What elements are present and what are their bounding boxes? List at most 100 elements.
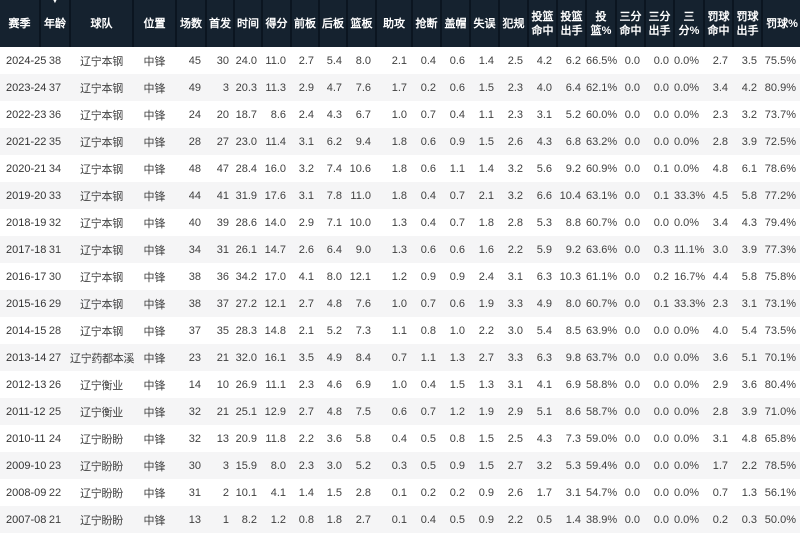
column-header-def-rebounds[interactable]: 后板 — [318, 0, 348, 47]
cell-steals: 0.4 — [420, 513, 436, 526]
cell-age: 24 — [48, 432, 62, 445]
cell-def-rebounds: 6.4 — [326, 243, 342, 256]
cell-rebounds: 9.0 — [355, 243, 371, 256]
cell-fg-made: 3.1 — [536, 108, 552, 121]
cell-points: 14.0 — [264, 216, 286, 229]
cell-rebounds: 2.8 — [355, 486, 371, 499]
cell-season: 2011-12 — [6, 405, 46, 418]
cell-three-pct: 0.0% — [674, 324, 700, 337]
cell-off-rebounds: 2.4 — [298, 108, 314, 121]
cell-games: 30 — [188, 459, 201, 472]
column-header-steals[interactable]: 抢断 — [411, 0, 442, 47]
column-header-team[interactable]: 球队 — [69, 0, 134, 47]
cell-minutes: 10.1 — [235, 486, 257, 499]
cell-fg-made: 5.3 — [536, 216, 552, 229]
cell-assists: 0.3 — [391, 459, 407, 472]
cell-games: 48 — [188, 162, 201, 175]
column-header-age[interactable]: 年龄 — [39, 0, 71, 47]
cell-blocks: 1.3 — [449, 351, 465, 364]
cell-three-made: 0.0 — [624, 189, 640, 202]
column-header-three-attempts[interactable]: 三分出手 — [644, 0, 675, 47]
column-header-fg-attempts[interactable]: 投篮出手 — [556, 0, 587, 47]
cell-steals: 1.1 — [420, 351, 436, 364]
cell-ft-made: 4.4 — [712, 270, 728, 283]
cell-blocks: 0.5 — [449, 513, 465, 526]
column-header-blocks[interactable]: 盖帽 — [440, 0, 471, 47]
cell-ft-pct: 73.1% — [764, 297, 796, 310]
cell-ft-pct: 73.5% — [764, 324, 796, 337]
cell-three-attempts: 0.0 — [653, 216, 669, 229]
cell-three-attempts: 0.0 — [653, 54, 669, 67]
cell-fouls: 3.3 — [507, 297, 523, 310]
cell-blocks: 0.6 — [449, 81, 465, 94]
cell-points: 17.0 — [264, 270, 286, 283]
cell-fg-attempts: 7.3 — [565, 432, 581, 445]
column-header-starts[interactable]: 首发 — [205, 0, 235, 47]
cell-off-rebounds: 2.7 — [298, 54, 314, 67]
cell-off-rebounds: 2.7 — [298, 297, 314, 310]
column-header-fg-made[interactable]: 投篮命中 — [527, 0, 558, 47]
cell-def-rebounds: 1.8 — [326, 513, 342, 526]
cell-rebounds: 7.5 — [355, 405, 371, 418]
cell-fg-pct: 61.1% — [586, 270, 618, 283]
column-header-rebounds[interactable]: 篮板 — [346, 0, 377, 47]
cell-team: 辽宁衡业 — [80, 406, 123, 419]
cell-fg-made: 4.2 — [536, 54, 552, 67]
column-header-three-made[interactable]: 三分命中 — [615, 0, 646, 47]
column-header-ft-attempts[interactable]: 罚球出手 — [732, 0, 763, 47]
cell-ft-made: 2.7 — [712, 54, 728, 67]
column-header-off-rebounds[interactable]: 前板 — [290, 0, 320, 47]
cell-ft-attempts: 2.2 — [741, 459, 757, 472]
column-header-points[interactable]: 得分 — [261, 0, 292, 47]
cell-ft-attempts: 4.8 — [741, 432, 757, 445]
column-header-ft-made[interactable]: 罚球命中 — [703, 0, 734, 47]
cell-games: 23 — [188, 351, 201, 364]
cell-ft-pct: 71.0% — [764, 405, 796, 418]
cell-season: 2014-15 — [6, 324, 47, 337]
cell-fg-made: 6.3 — [536, 351, 552, 364]
cell-assists: 2.1 — [391, 54, 407, 67]
cell-team: 辽宁本钢 — [80, 163, 123, 176]
cell-team: 辽宁本钢 — [80, 136, 123, 149]
cell-fg-attempts: 6.4 — [565, 81, 581, 94]
column-header-ft-pct[interactable]: 罚球% — [761, 0, 800, 47]
cell-ft-attempts: 6.1 — [741, 162, 757, 175]
cell-games: 37 — [188, 324, 201, 337]
cell-fg-attempts: 1.4 — [565, 513, 581, 526]
sort-indicator-icon[interactable]: ▼ — [50, 0, 60, 6]
cell-def-rebounds: 7.4 — [326, 162, 342, 175]
cell-position: 中锋 — [143, 514, 166, 527]
cell-blocks: 1.0 — [449, 324, 465, 337]
cell-minutes: 24.0 — [235, 54, 257, 67]
cell-three-pct: 0.0% — [674, 405, 700, 418]
cell-fg-attempts: 8.6 — [565, 405, 581, 418]
column-header-three-pct[interactable]: 三分% — [673, 0, 705, 47]
cell-points: 14.7 — [264, 243, 286, 256]
cell-ft-pct: 80.9% — [764, 81, 796, 94]
column-header-minutes[interactable]: 时间 — [233, 0, 263, 47]
cell-season: 2010-11 — [6, 432, 46, 445]
column-header-games[interactable]: 场数 — [175, 0, 207, 47]
column-header-position[interactable]: 位置 — [132, 0, 177, 47]
cell-fouls: 2.5 — [507, 432, 523, 445]
cell-rebounds: 8.4 — [355, 351, 371, 364]
cell-turnovers: 1.5 — [478, 135, 494, 148]
cell-steals: 0.8 — [420, 324, 436, 337]
column-header-season[interactable]: 赛季 — [0, 0, 41, 47]
cell-age: 35 — [48, 135, 62, 148]
cell-season: 2017-18 — [6, 243, 47, 256]
cell-age: 34 — [48, 162, 62, 175]
cell-age: 22 — [48, 486, 62, 499]
column-header-turnovers[interactable]: 失误 — [469, 0, 500, 47]
cell-ft-attempts: 3.5 — [741, 54, 757, 67]
column-header-fouls[interactable]: 犯规 — [498, 0, 529, 47]
cell-fouls: 2.5 — [507, 54, 523, 67]
cell-def-rebounds: 4.7 — [326, 81, 342, 94]
cell-assists: 0.6 — [391, 405, 407, 418]
column-header-fg-pct[interactable]: 投篮% — [585, 0, 617, 47]
column-header-assists[interactable]: 助攻 — [375, 0, 413, 47]
cell-starts: 13 — [216, 432, 229, 445]
cell-team: 辽宁本钢 — [80, 55, 123, 68]
cell-def-rebounds: 7.8 — [326, 189, 342, 202]
cell-three-attempts: 0.0 — [653, 405, 669, 418]
